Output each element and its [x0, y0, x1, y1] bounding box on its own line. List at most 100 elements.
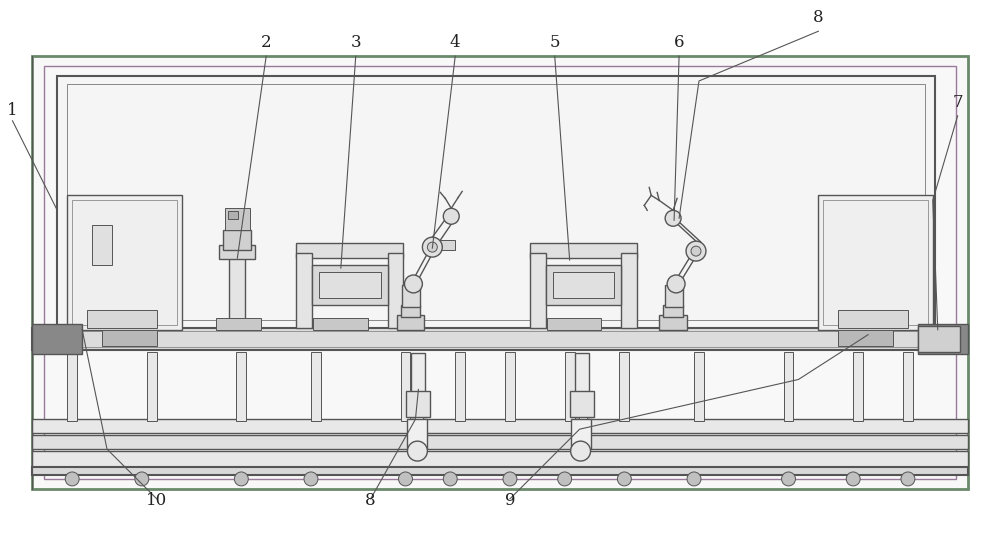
Bar	[32, 324, 82, 354]
Bar	[32, 467, 968, 475]
Bar	[312, 265, 388, 305]
Bar	[216, 318, 261, 330]
Bar	[102, 330, 157, 346]
Bar	[223, 230, 251, 250]
Bar	[32, 56, 968, 489]
Bar	[665, 285, 683, 307]
Bar	[67, 84, 925, 320]
Text: 2: 2	[261, 34, 272, 51]
Circle shape	[407, 441, 427, 461]
Bar	[296, 243, 403, 258]
Circle shape	[782, 472, 795, 486]
Bar	[546, 265, 621, 305]
Bar	[313, 318, 368, 330]
Bar	[402, 285, 420, 307]
Bar	[918, 326, 960, 352]
Bar	[397, 315, 424, 330]
Bar	[44, 66, 956, 479]
Circle shape	[901, 472, 915, 486]
Bar	[621, 253, 637, 328]
Bar	[92, 225, 112, 265]
Bar	[406, 391, 430, 417]
Bar	[72, 201, 177, 325]
Bar	[918, 324, 968, 354]
Bar	[663, 305, 683, 317]
Bar	[401, 305, 420, 317]
Bar	[823, 201, 928, 325]
Circle shape	[687, 472, 701, 486]
Text: 4: 4	[450, 34, 461, 51]
Bar	[415, 417, 423, 437]
Bar	[407, 419, 427, 449]
Bar	[553, 272, 614, 298]
Circle shape	[443, 472, 457, 486]
Bar	[547, 318, 601, 330]
Bar	[296, 253, 312, 328]
Bar	[32, 419, 968, 433]
Bar	[430, 240, 455, 250]
Bar	[411, 353, 425, 417]
Circle shape	[234, 472, 248, 486]
Bar	[579, 417, 587, 437]
Text: 3: 3	[350, 34, 361, 51]
Text: 10: 10	[146, 492, 167, 509]
Bar	[853, 352, 863, 421]
Bar	[818, 196, 933, 330]
Bar	[388, 253, 403, 328]
Circle shape	[846, 472, 860, 486]
Bar	[838, 310, 908, 328]
Bar	[147, 352, 157, 421]
Bar	[57, 76, 935, 330]
Circle shape	[422, 237, 442, 257]
Bar	[571, 419, 591, 449]
Bar	[32, 435, 968, 449]
Circle shape	[304, 472, 318, 486]
Bar	[570, 391, 594, 417]
Circle shape	[665, 210, 681, 226]
Bar	[87, 310, 157, 328]
Text: 1: 1	[7, 102, 18, 119]
Bar	[903, 352, 913, 421]
Bar	[225, 208, 250, 230]
Circle shape	[617, 472, 631, 486]
Bar	[229, 255, 245, 328]
Bar	[784, 352, 793, 421]
Bar	[565, 352, 575, 421]
Bar	[311, 352, 321, 421]
Circle shape	[691, 246, 701, 256]
Text: 8: 8	[813, 9, 824, 26]
Circle shape	[558, 472, 572, 486]
Text: 5: 5	[549, 34, 560, 51]
Bar	[659, 315, 687, 330]
Text: 8: 8	[365, 492, 376, 509]
Circle shape	[404, 275, 422, 293]
Circle shape	[686, 241, 706, 261]
Bar	[37, 331, 963, 347]
Circle shape	[571, 441, 591, 461]
Circle shape	[65, 472, 79, 486]
Text: 7: 7	[952, 94, 963, 111]
Bar	[401, 352, 410, 421]
Bar	[455, 352, 465, 421]
Bar	[219, 245, 255, 259]
Bar	[575, 353, 589, 417]
Circle shape	[503, 472, 517, 486]
Circle shape	[427, 242, 437, 252]
Bar	[32, 451, 968, 467]
Circle shape	[667, 275, 685, 293]
Circle shape	[135, 472, 149, 486]
Bar	[692, 244, 702, 252]
Bar	[838, 330, 893, 346]
Bar	[236, 352, 246, 421]
Bar	[505, 352, 515, 421]
Text: 9: 9	[505, 492, 515, 509]
Bar	[32, 328, 968, 349]
Bar	[530, 243, 637, 258]
Bar	[67, 352, 77, 421]
Bar	[530, 253, 546, 328]
Bar	[228, 211, 238, 219]
Bar	[319, 272, 381, 298]
Circle shape	[399, 472, 412, 486]
Bar	[619, 352, 629, 421]
Bar	[67, 196, 182, 330]
